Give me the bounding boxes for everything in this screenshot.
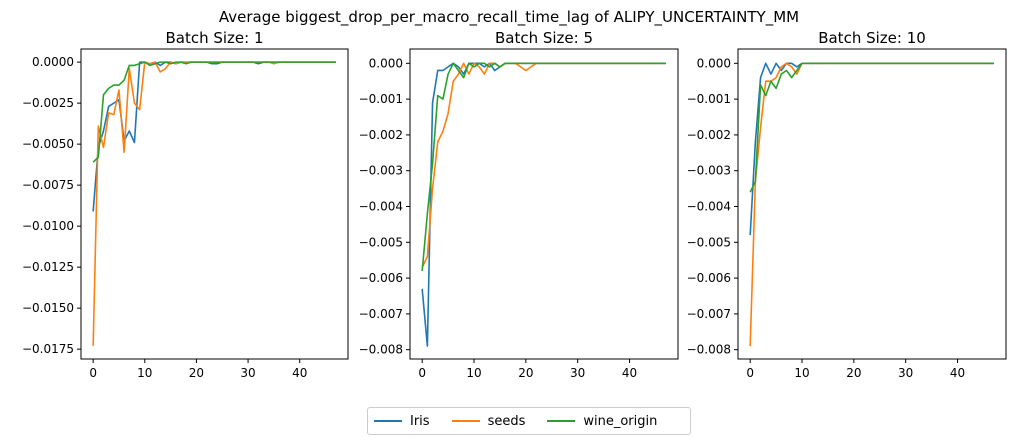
y-tick-label: 0.000 (697, 56, 731, 70)
y-tick-label: −0.006 (359, 271, 403, 285)
y-tick-label: −0.0075 (22, 178, 74, 192)
series-line-iris (421, 62, 666, 347)
legend-item-iris: Iris (374, 414, 430, 429)
axes-frame (409, 48, 679, 360)
series-line-iris (749, 62, 994, 236)
y-tick-label: −0.002 (687, 128, 731, 142)
y-tick-label: −0.007 (359, 307, 403, 321)
y-tick-label: −0.005 (359, 235, 403, 249)
x-tick-label: 30 (240, 366, 255, 380)
x-tick-label: 30 (570, 366, 585, 380)
legend: Iris seeds wine_origin (367, 407, 691, 435)
y-tick-label: −0.001 (687, 92, 731, 106)
subplot-batch-5: Batch Size: 5 0 10 20 30 40 0.000 −0.001 −0.002 −… (359, 29, 679, 380)
y-tick-label: −0.0150 (22, 301, 74, 315)
legend-label-seeds: seeds (487, 413, 526, 429)
legend-swatch-iris (374, 420, 402, 422)
axes-frame (737, 48, 1007, 360)
y-tick-label: −0.006 (687, 271, 731, 285)
y-tick-label: −0.001 (359, 92, 403, 106)
x-tick-label: 40 (950, 366, 965, 380)
figure-title: Average biggest_drop_per_macro_recall_ti… (219, 8, 799, 27)
y-tick-label: 0.0000 (32, 55, 74, 69)
legend-label-wine-origin: wine_origin (583, 413, 658, 429)
legend-item-seeds: seeds (451, 413, 526, 429)
y-tick-label: −0.005 (687, 235, 731, 249)
y-tick-label: −0.008 (359, 343, 403, 357)
subplot-title: Batch Size: 5 (495, 29, 593, 47)
series-line-wine-origin (749, 62, 994, 193)
y-tick-label: −0.007 (687, 307, 731, 321)
x-tick-label: 40 (292, 366, 307, 380)
subplot-title: Batch Size: 10 (818, 29, 926, 47)
series-line-seeds (421, 62, 666, 268)
x-tick-label: 10 (137, 366, 152, 380)
x-tick-label: 20 (846, 366, 861, 380)
series-line-wine-origin (421, 62, 666, 272)
y-tick-label: −0.0125 (22, 260, 74, 274)
y-tick-label: −0.004 (359, 200, 403, 214)
x-tick-label: 10 (794, 366, 809, 380)
series-line-wine-origin (92, 61, 336, 163)
x-tick-label: 0 (746, 366, 754, 380)
y-tick-label: −0.0175 (22, 342, 74, 356)
axes-frame (80, 48, 349, 360)
legend-swatch-seeds (451, 420, 480, 422)
y-tick-label: −0.004 (687, 200, 731, 214)
x-tick-label: 20 (518, 366, 533, 380)
y-tick-label: −0.003 (687, 164, 731, 178)
x-tick-label: 30 (898, 366, 913, 380)
y-tick-label: −0.002 (359, 128, 403, 142)
subplot-batch-10: Batch Size: 10 0 10 20 30 40 0.000 −0.001 −0.002… (687, 29, 1007, 380)
y-tick-label: 0.000 (369, 56, 403, 70)
legend-item-wine-origin: wine_origin (547, 414, 657, 429)
x-tick-label: 40 (622, 366, 637, 380)
subplot-batch-1: Batch Size: 1 0 10 20 30 40 0.0000 −0.0025 −0.00… (22, 29, 349, 380)
x-tick-label: 10 (466, 366, 481, 380)
series-line-iris (92, 61, 336, 212)
legend-swatch-wine-origin (547, 420, 576, 422)
legend-label-iris: Iris (410, 413, 430, 429)
x-tick-label: 0 (89, 366, 97, 380)
y-tick-label: −0.0100 (22, 219, 74, 233)
subplot-title: Batch Size: 1 (165, 29, 263, 47)
series-line-seeds (749, 62, 994, 347)
y-tick-label: −0.0025 (22, 96, 74, 110)
series-line-seeds (92, 61, 336, 346)
y-tick-label: −0.008 (687, 343, 731, 357)
y-tick-label: −0.003 (359, 164, 403, 178)
y-tick-label: −0.0050 (22, 137, 74, 151)
x-tick-label: 0 (418, 366, 426, 380)
x-tick-label: 20 (189, 366, 204, 380)
